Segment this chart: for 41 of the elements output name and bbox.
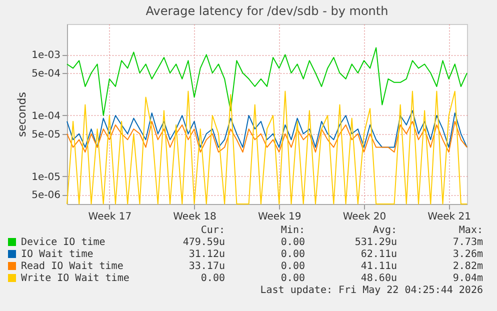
text: 62.11u	[360, 249, 397, 260]
text: 48.60u	[360, 273, 397, 284]
chart-title: Average latency for /dev/sdb - by month	[146, 4, 388, 18]
x-tick-label: Week 21	[428, 212, 471, 222]
text: Cur:	[200, 225, 225, 236]
line-series	[66, 47, 468, 116]
text: 2.82m	[452, 261, 483, 272]
y-tick-label: 1e-04	[32, 110, 60, 122]
text: Avg:	[372, 225, 397, 236]
y-tick-label: 1e-03	[32, 50, 60, 62]
y-axis-title: seconds	[16, 92, 29, 137]
line-series	[66, 110, 468, 148]
text: 41.11u	[360, 261, 397, 272]
legend-label: Device IO time	[21, 237, 106, 248]
text: 33.17u	[188, 261, 225, 272]
y-tick-label: 1e-05	[32, 172, 60, 183]
legend-label: IO Wait time	[21, 249, 94, 260]
text: 0.00	[280, 261, 305, 272]
text: Min:	[280, 225, 305, 236]
x-tick-label: Week 17	[88, 212, 132, 222]
text: 0.00	[280, 237, 305, 248]
text: 3.26m	[452, 249, 483, 260]
y-tick-label: 5e-04	[32, 68, 60, 80]
legend-label: Read IO Wait time	[21, 261, 124, 272]
line-series	[66, 120, 468, 153]
text: 0.00	[280, 273, 305, 284]
text: 31.12u	[188, 249, 225, 260]
text: 0.00	[200, 273, 225, 284]
legend-label: Write IO Wait time	[21, 273, 130, 284]
text: 7.73m	[452, 237, 483, 248]
text: 9.04m	[452, 273, 483, 284]
text: 479.59u	[182, 237, 225, 248]
x-tick-label: Week 19	[258, 212, 302, 222]
x-tick-label: Week 18	[173, 212, 216, 222]
y-tick-label: 5e-05	[32, 129, 60, 140]
text: 0.00	[280, 249, 305, 260]
text: 531.29u	[354, 237, 397, 248]
y-tick-label: 5e-06	[32, 190, 60, 202]
text: Max:	[458, 225, 483, 236]
text: Last update: Fri May 22 04:25:44 2026	[260, 285, 483, 296]
x-tick-label: Week 20	[342, 212, 386, 222]
